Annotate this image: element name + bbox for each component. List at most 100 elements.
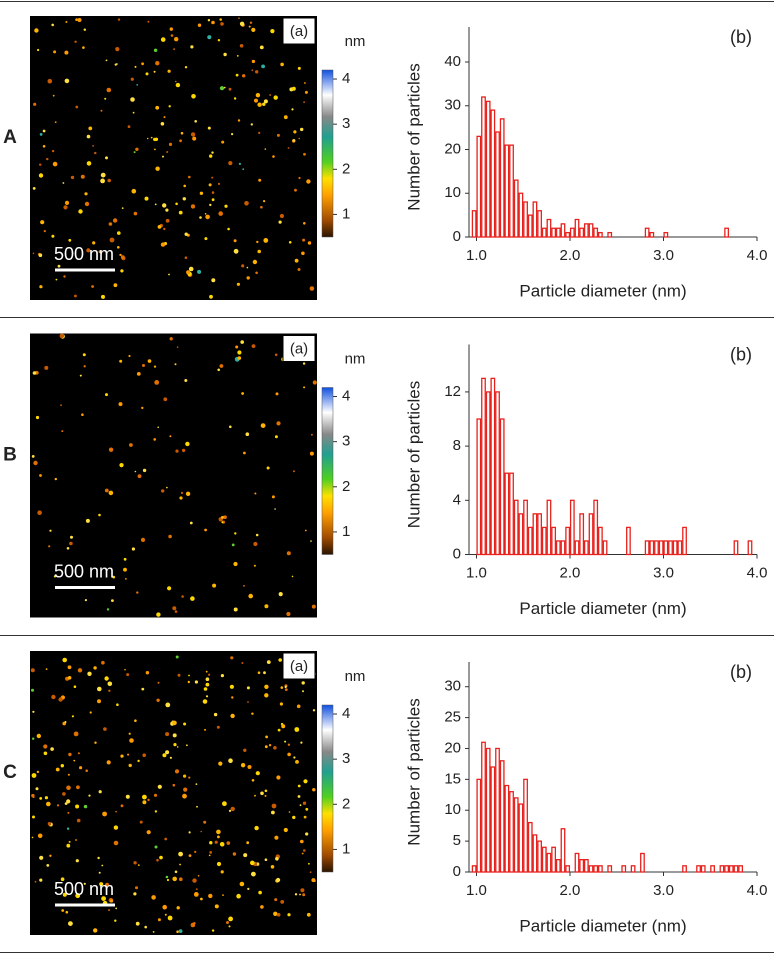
particle xyxy=(251,59,256,64)
particle xyxy=(100,178,105,184)
x-tick-label: 4.0 xyxy=(747,247,768,264)
particle xyxy=(209,294,213,299)
bar xyxy=(471,210,477,238)
particle xyxy=(208,893,213,899)
bar xyxy=(509,144,514,238)
particle xyxy=(74,40,77,43)
particle xyxy=(182,793,187,799)
particle xyxy=(259,45,264,50)
particle xyxy=(156,612,161,617)
particle xyxy=(300,741,303,744)
tag-box xyxy=(282,335,316,362)
particle xyxy=(211,929,215,932)
particle xyxy=(30,668,35,673)
particle xyxy=(168,273,170,276)
particle xyxy=(175,82,181,88)
particle xyxy=(169,435,172,438)
y-tick-label: 30 xyxy=(444,678,461,695)
particle xyxy=(309,286,315,291)
particle xyxy=(233,561,238,567)
scale-bar-label: 500 nm xyxy=(54,879,114,899)
particle xyxy=(67,773,70,776)
particle xyxy=(277,728,281,732)
particle xyxy=(268,744,272,747)
bar xyxy=(677,540,683,556)
particle xyxy=(300,839,304,844)
particle xyxy=(179,863,182,866)
particle xyxy=(195,783,198,785)
particle xyxy=(242,168,245,171)
particle xyxy=(94,151,97,155)
annotation: (b) xyxy=(730,27,752,47)
particle xyxy=(67,676,72,680)
particle xyxy=(219,18,222,21)
colorbar xyxy=(321,69,334,238)
bar xyxy=(593,865,599,873)
bar xyxy=(569,499,575,556)
y-tick-label: 12 xyxy=(444,383,461,400)
particle xyxy=(137,864,140,866)
particle xyxy=(31,688,34,692)
y-axis-label: Number of particles xyxy=(404,63,423,210)
bar xyxy=(476,778,482,873)
particle xyxy=(307,241,312,245)
particle xyxy=(117,246,120,249)
particle xyxy=(147,798,150,802)
particle xyxy=(303,849,306,852)
bar xyxy=(560,828,566,873)
particle xyxy=(190,45,194,49)
particle xyxy=(270,29,275,34)
particle xyxy=(176,906,180,910)
colorbar-tick-label: 4 xyxy=(342,387,350,404)
particle xyxy=(312,380,317,385)
particle xyxy=(264,148,267,150)
bar xyxy=(504,144,510,238)
particle xyxy=(83,365,86,368)
bar xyxy=(663,540,669,556)
particle xyxy=(276,877,281,883)
particle xyxy=(271,810,275,815)
particle xyxy=(188,266,194,272)
particle xyxy=(68,238,72,242)
particle xyxy=(46,801,51,807)
particle xyxy=(299,893,301,896)
particle xyxy=(128,763,132,768)
particle xyxy=(101,660,105,665)
particle xyxy=(119,359,123,363)
particle xyxy=(303,779,308,784)
particle xyxy=(274,353,278,357)
particle xyxy=(32,710,35,713)
particle xyxy=(178,210,183,215)
particle xyxy=(216,861,222,867)
particle xyxy=(172,783,176,787)
particle xyxy=(243,853,248,858)
particle xyxy=(306,179,311,184)
particle xyxy=(211,198,215,202)
particle xyxy=(69,541,73,546)
y-tick-label: 40 xyxy=(444,53,461,70)
particle xyxy=(310,540,312,542)
particle xyxy=(156,858,159,862)
particle xyxy=(119,253,122,257)
particle xyxy=(241,392,245,395)
x-tick-label: 1.0 xyxy=(466,247,487,264)
x-tick-label: 4.0 xyxy=(747,564,768,581)
particle xyxy=(174,610,178,613)
particle xyxy=(292,139,296,142)
particle xyxy=(260,205,263,209)
particle xyxy=(302,893,306,897)
particle xyxy=(156,698,160,702)
bar xyxy=(630,865,636,873)
particle xyxy=(223,86,226,89)
bar xyxy=(560,223,566,238)
particle xyxy=(205,677,210,681)
particle xyxy=(254,794,256,797)
particle xyxy=(197,875,200,877)
particle xyxy=(207,35,212,40)
particle xyxy=(47,78,53,84)
image-tag: (a) xyxy=(290,340,308,357)
particle xyxy=(183,722,187,726)
particle xyxy=(204,528,208,532)
particle xyxy=(170,34,174,37)
particle xyxy=(168,534,172,539)
